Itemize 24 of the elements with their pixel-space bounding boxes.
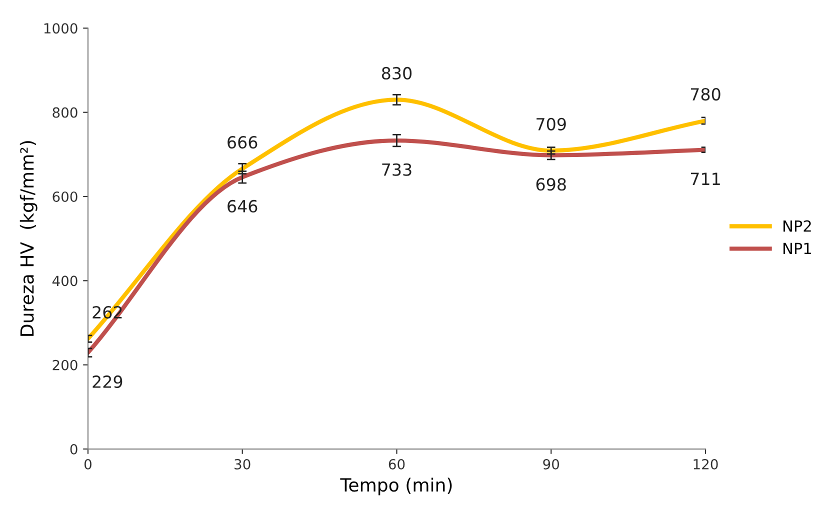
x-tick-label: 120 <box>694 458 718 470</box>
data-label: 698 <box>536 178 566 191</box>
data-label: 780 <box>690 88 720 101</box>
data-label: 709 <box>536 118 566 130</box>
y-tick-label: 400 <box>52 276 78 286</box>
data-label: 646 <box>228 200 258 213</box>
y-tick-label: 200 <box>52 360 78 370</box>
y-axis-title: Dureza HV (kgf/mm²) <box>20 141 38 336</box>
data-label: 666 <box>228 136 258 149</box>
y-tick-label: 1000 <box>44 23 78 34</box>
x-axis-title: Tempo (min) <box>340 478 452 496</box>
x-tick-label: 60 <box>388 458 405 470</box>
y-tick-label: 0 <box>70 444 78 454</box>
x-tick-label: 90 <box>543 458 560 470</box>
data-label: 733 <box>382 163 412 176</box>
legend-label: NP1 <box>784 242 811 254</box>
data-label: 830 <box>382 66 412 80</box>
legend-label: NP2 <box>784 220 811 232</box>
y-tick-label: 800 <box>52 107 78 118</box>
data-label: 711 <box>690 172 720 185</box>
x-tick-label: 0 <box>84 458 92 470</box>
data-label: 229 <box>92 375 122 388</box>
x-tick-label: 30 <box>234 458 250 470</box>
y-tick-label: 600 <box>52 191 78 202</box>
